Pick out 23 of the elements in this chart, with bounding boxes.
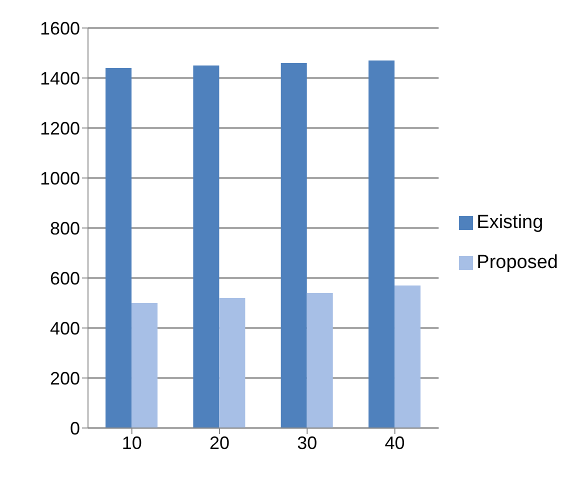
y-tick-label: 1200 [40,118,80,138]
y-tick-label: 1400 [40,68,80,88]
bar [193,66,220,428]
bar [219,298,246,428]
y-tick-label: 1600 [40,18,80,38]
y-tick-label: 400 [50,318,80,338]
bar [106,68,132,428]
y-tick-label: 800 [50,218,80,238]
x-tick-label: 30 [297,432,318,453]
x-tick-label: 40 [384,432,405,453]
bar [280,63,307,428]
bar [368,60,395,428]
y-tick-label: 600 [50,268,80,288]
legend-label: Existing [476,212,544,233]
bar [306,293,333,428]
x-tick-label: 20 [209,432,230,453]
bar [394,286,421,428]
x-tick-label: 10 [122,432,142,453]
y-tick-label: 0 [70,418,80,438]
y-tick-label: 1000 [40,168,80,188]
legend-label: Proposed [476,252,558,273]
bar [132,303,158,428]
y-tick-label: 200 [50,368,80,388]
